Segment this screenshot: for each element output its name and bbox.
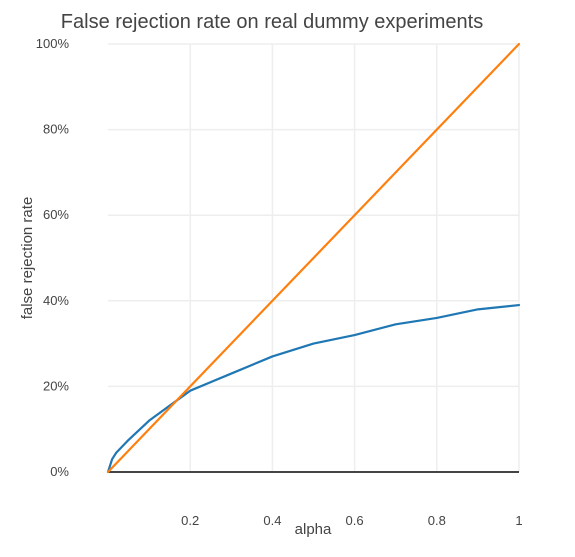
y-tick-label: 80% — [43, 122, 69, 137]
tick-layer: 0.2 0.4 0.6 0.8 1 0% 20% 40% 60% 80% 100% — [36, 36, 523, 528]
grid-layer — [108, 43, 520, 473]
y-tick-label: 20% — [43, 378, 69, 393]
x-tick-label: 0.6 — [346, 513, 364, 528]
x-tick-label: 0.4 — [263, 513, 281, 528]
y-tick-label: 100% — [36, 36, 70, 51]
x-tick-label: 0.8 — [428, 513, 446, 528]
x-axis-label: alpha — [295, 521, 332, 538]
x-tick-label: 1 — [515, 513, 522, 528]
series-line-1 — [106, 42, 521, 474]
y-tick-label: 0% — [50, 464, 69, 479]
y-tick-label: 40% — [43, 293, 69, 308]
series-layer — [106, 42, 521, 474]
series-line-0 — [106, 303, 521, 474]
y-tick-label: 60% — [43, 207, 69, 222]
x-tick-label: 0.2 — [181, 513, 199, 528]
chart-title: False rejection rate on real dummy exper… — [61, 11, 483, 33]
y-axis-label: false rejection rate — [19, 197, 36, 320]
